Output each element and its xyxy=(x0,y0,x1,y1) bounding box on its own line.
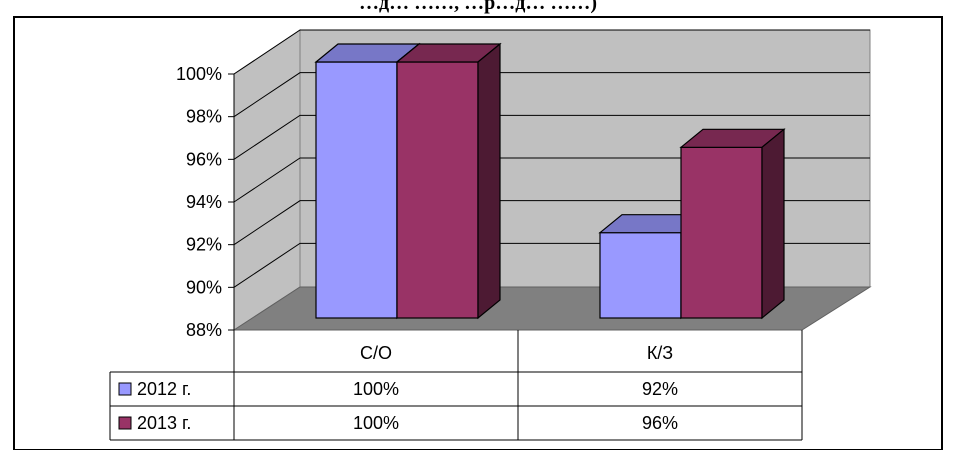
bar-front xyxy=(315,61,398,319)
legend-label: 2012 г. xyxy=(137,379,191,399)
gridline xyxy=(233,157,870,203)
data-label: 100% xyxy=(353,413,399,433)
gridline xyxy=(233,72,870,118)
gridline xyxy=(233,114,870,160)
bar-side xyxy=(761,128,785,320)
y-tick-labels: 88% 90% 92% 94% 96% 98% 100% xyxy=(176,64,222,340)
category-label: К/З xyxy=(647,343,673,363)
bar-front xyxy=(680,146,763,319)
legend-swatch xyxy=(118,416,132,430)
data-label: 100% xyxy=(353,379,399,399)
gridline xyxy=(233,200,870,246)
y-tick-label: 98% xyxy=(186,107,222,127)
bar-front xyxy=(396,61,479,319)
data-label: 96% xyxy=(642,413,678,433)
y-tick-label: 96% xyxy=(186,149,222,169)
legend-swatch xyxy=(118,382,132,396)
data-table: С/О К/З 2012 г. 100% 92% 2013 г. 100% 96% xyxy=(109,330,803,441)
y-tick-label: 90% xyxy=(186,277,222,297)
y-tick-label: 94% xyxy=(186,192,222,212)
chart-title: …д… ……, …р…д… ……) xyxy=(359,0,597,14)
bar xyxy=(679,128,786,320)
bars xyxy=(314,42,786,320)
data-label: 92% xyxy=(642,379,678,399)
bar xyxy=(395,42,502,320)
y-axis xyxy=(228,73,235,331)
gridline xyxy=(233,29,870,75)
chart-frame xyxy=(13,16,943,450)
legend-label: 2013 г. xyxy=(137,413,191,433)
bar-front xyxy=(599,232,682,319)
category-label: С/О xyxy=(360,343,392,363)
y-tick-label: 100% xyxy=(176,64,222,84)
bar-side xyxy=(477,42,501,320)
y-tick-label: 88% xyxy=(186,320,222,340)
y-tick-label: 92% xyxy=(186,235,222,255)
